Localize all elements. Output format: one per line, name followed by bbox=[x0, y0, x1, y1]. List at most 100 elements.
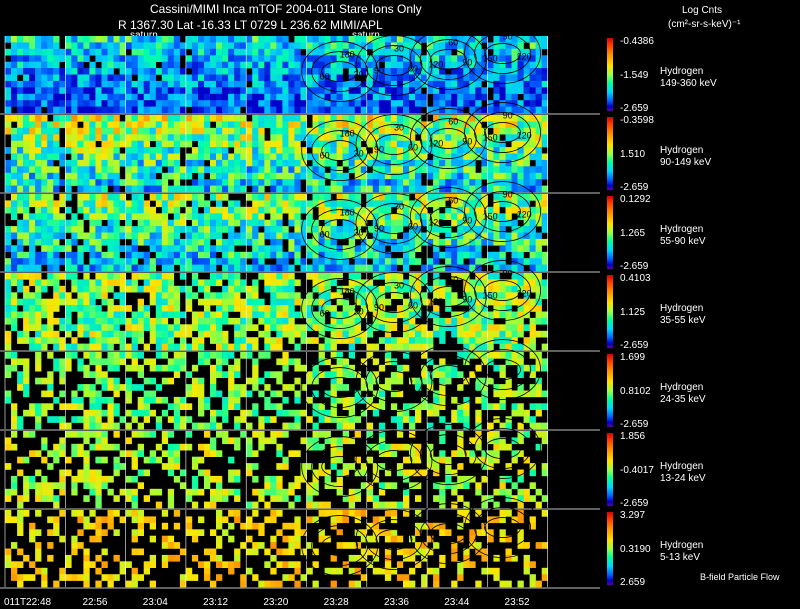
heatmap-cell bbox=[95, 185, 102, 193]
heatmap-cell bbox=[89, 317, 96, 325]
heatmap-cell bbox=[463, 251, 470, 259]
heatmap-cell bbox=[384, 80, 392, 88]
heatmap-cell bbox=[143, 416, 150, 423]
heatmap-cell bbox=[89, 384, 96, 391]
heatmap-cell bbox=[246, 352, 253, 359]
heatmap-cell bbox=[511, 36, 518, 43]
heatmap-cell bbox=[415, 48, 422, 56]
heatmap-cell bbox=[336, 330, 343, 338]
heatmap-cell bbox=[101, 140, 108, 148]
heatmap-cell bbox=[415, 213, 422, 220]
heatmap-cell bbox=[198, 343, 205, 351]
heatmap-cell bbox=[167, 36, 175, 43]
heatmap-cell bbox=[101, 206, 108, 214]
heatmap-cell bbox=[41, 238, 48, 246]
heatmap-cell bbox=[246, 87, 253, 94]
heatmap-cell bbox=[306, 134, 313, 141]
heatmap-cell bbox=[113, 324, 120, 331]
heatmap-cell bbox=[421, 36, 428, 43]
heatmap-cell bbox=[318, 264, 325, 272]
heatmap-cell bbox=[415, 337, 422, 344]
heatmap-cell bbox=[300, 324, 307, 331]
heatmap-cell bbox=[216, 115, 223, 122]
heatmap-cell bbox=[216, 409, 223, 417]
heatmap-cell bbox=[282, 106, 289, 114]
heatmap-cell bbox=[198, 153, 205, 161]
heatmap-cell bbox=[487, 166, 494, 173]
heatmap-cell bbox=[366, 185, 374, 193]
heatmap-cell bbox=[228, 115, 235, 122]
heatmap-cell bbox=[59, 343, 66, 351]
heatmap-cell bbox=[481, 352, 488, 359]
heatmap-cell bbox=[161, 305, 169, 312]
heatmap-cell bbox=[210, 219, 217, 227]
contour-line bbox=[365, 361, 423, 402]
heatmap-cell bbox=[149, 68, 156, 75]
heatmap-cell bbox=[240, 409, 247, 417]
heatmap-cell bbox=[101, 377, 108, 385]
heatmap-cell bbox=[409, 443, 416, 451]
heatmap-cell bbox=[475, 219, 482, 227]
heatmap-cell bbox=[101, 127, 108, 135]
heatmap-cell bbox=[499, 352, 506, 359]
heatmap-cell bbox=[403, 80, 410, 88]
heatmap-cell bbox=[288, 185, 295, 193]
heatmap-cell bbox=[210, 36, 217, 43]
heatmap-cell bbox=[366, 371, 374, 378]
heatmap-cell bbox=[427, 68, 434, 75]
heatmap-cell bbox=[252, 264, 259, 272]
heatmap-cell bbox=[481, 87, 488, 94]
heatmap-cell bbox=[101, 358, 108, 366]
heatmap-cell bbox=[366, 226, 374, 233]
heatmap-cell bbox=[372, 100, 380, 107]
heatmap-cell bbox=[258, 179, 265, 186]
heatmap-cell bbox=[523, 213, 530, 220]
heatmap-cell bbox=[457, 115, 464, 122]
heatmap-cell bbox=[210, 279, 217, 287]
heatmap-cell bbox=[415, 140, 422, 148]
heatmap-cell bbox=[312, 166, 319, 173]
heatmap-cell bbox=[354, 172, 361, 180]
heatmap-cell bbox=[348, 279, 355, 287]
contour-label: 150 bbox=[483, 212, 498, 222]
heatmap-cell bbox=[264, 55, 271, 62]
heatmap-cell bbox=[475, 185, 482, 193]
heatmap-cell bbox=[198, 61, 205, 69]
heatmap-cell bbox=[23, 36, 30, 43]
heatmap-cell bbox=[119, 226, 126, 233]
heatmap-cell bbox=[318, 317, 325, 325]
heatmap-cell bbox=[101, 337, 108, 344]
heatmap-cell bbox=[119, 93, 126, 101]
heatmap-cell bbox=[83, 384, 90, 391]
heatmap-cell bbox=[155, 121, 163, 129]
heatmap-cell bbox=[191, 147, 199, 154]
heatmap-cell bbox=[517, 159, 524, 167]
heatmap-cell bbox=[5, 330, 12, 338]
heatmap-cell bbox=[511, 324, 518, 331]
heatmap-cell bbox=[119, 55, 126, 62]
heatmap-cell bbox=[511, 179, 518, 186]
heatmap-cell bbox=[228, 258, 235, 265]
heatmap-cell bbox=[155, 87, 163, 94]
heatmap-cell bbox=[403, 232, 410, 240]
heatmap-cell bbox=[378, 251, 386, 259]
heatmap-cell bbox=[119, 36, 126, 43]
heatmap-cell bbox=[125, 330, 132, 338]
heatmap-cell bbox=[131, 311, 138, 319]
heatmap-cell bbox=[234, 153, 241, 161]
heatmap-cell bbox=[390, 166, 398, 173]
heatmap-cell bbox=[59, 482, 66, 489]
heatmap-cell bbox=[390, 343, 398, 351]
heatmap-cell bbox=[77, 431, 84, 438]
heatmap-cell bbox=[384, 194, 392, 201]
heatmap-cell bbox=[89, 285, 96, 293]
heatmap-cell bbox=[204, 292, 211, 299]
heatmap-cell bbox=[300, 55, 307, 62]
heatmap-cell bbox=[216, 153, 223, 161]
heatmap-cell bbox=[336, 285, 343, 293]
heatmap-cell bbox=[23, 273, 30, 280]
heatmap-cell bbox=[29, 68, 36, 75]
heatmap-cell bbox=[529, 166, 536, 173]
heatmap-cell bbox=[131, 140, 138, 148]
heatmap-cell bbox=[336, 179, 343, 186]
